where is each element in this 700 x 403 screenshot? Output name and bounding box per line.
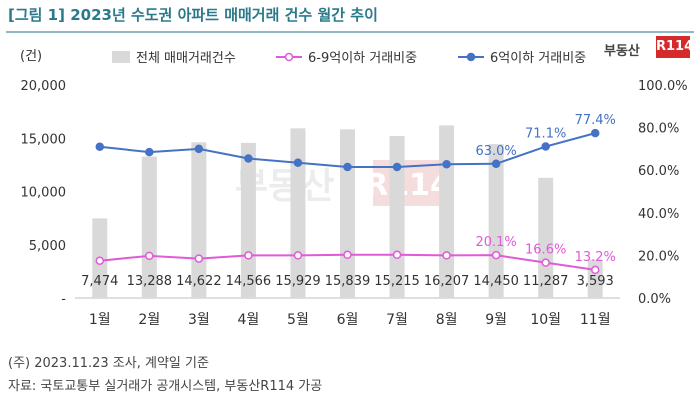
x-tick-label: 4월 bbox=[238, 312, 260, 328]
line-point bbox=[442, 159, 451, 169]
brand-logo: 부동산 R114 bbox=[604, 36, 693, 60]
chart-canvas: (건) - 5,000 10,000 15,000 20,000 0.0% 20.0% 40.0… bbox=[20, 49, 688, 328]
footnote: (주) 2023.11.23 조사, 계약일 기준 bbox=[8, 356, 209, 371]
legend-marker bbox=[284, 52, 294, 62]
bar-value-label: 3,593 bbox=[577, 274, 614, 289]
x-tick-label: 1월 bbox=[89, 312, 111, 328]
line-point bbox=[590, 265, 600, 275]
point-value-label: 63.0% bbox=[475, 144, 516, 159]
logo-text: 부동산 bbox=[604, 44, 640, 59]
legend-swatch bbox=[112, 51, 130, 63]
bar bbox=[538, 177, 554, 298]
bar bbox=[290, 128, 306, 298]
line-point bbox=[491, 159, 501, 169]
point-value-label: 20.1% bbox=[475, 235, 516, 250]
x-tick-label: 5월 bbox=[287, 312, 309, 328]
line-point bbox=[442, 251, 451, 260]
bar-value-label: 16,207 bbox=[424, 274, 470, 289]
left-tick-label: 20,000 bbox=[21, 79, 67, 94]
title-divider bbox=[6, 31, 694, 33]
line-point bbox=[145, 251, 154, 261]
bar bbox=[141, 156, 157, 298]
x-tick-label: 11월 bbox=[580, 312, 611, 328]
line-point bbox=[194, 144, 204, 154]
bar-value-label: 13,288 bbox=[127, 274, 173, 289]
x-tick-label: 10월 bbox=[530, 312, 561, 328]
legend-label: 전체 매매거래건수 bbox=[136, 51, 236, 66]
right-tick-label: 40.0% bbox=[638, 207, 679, 222]
line-point bbox=[392, 250, 402, 260]
right-tick-label: 80.0% bbox=[638, 122, 679, 137]
bar bbox=[488, 144, 504, 298]
x-tick-label: 3월 bbox=[188, 312, 210, 328]
legend-label: 6-9억이하 거래비중 bbox=[308, 51, 417, 66]
x-tick-label: 7월 bbox=[386, 312, 408, 328]
bar bbox=[240, 142, 256, 298]
legend-label: 6억이하 거래비중 bbox=[490, 51, 586, 66]
line-point bbox=[343, 162, 352, 172]
x-tick-label: 2월 bbox=[138, 312, 160, 328]
line-point bbox=[541, 142, 550, 151]
left-tick-label: 5,000 bbox=[29, 239, 66, 254]
x-tick-label: 6월 bbox=[337, 312, 359, 328]
line-point bbox=[145, 147, 154, 157]
line-point bbox=[194, 254, 204, 263]
bar-value-label: 15,839 bbox=[325, 274, 371, 289]
left-tick-label: 15,000 bbox=[21, 132, 67, 147]
line-point bbox=[95, 142, 105, 152]
bar-value-label: 11,287 bbox=[523, 274, 569, 289]
x-tick-label: 8월 bbox=[436, 312, 458, 328]
point-value-label: 13.2% bbox=[575, 250, 616, 265]
line-point bbox=[491, 250, 501, 260]
bar bbox=[439, 125, 455, 298]
line-point bbox=[293, 251, 303, 260]
left-tick-label: 10,000 bbox=[21, 186, 67, 201]
bar bbox=[389, 135, 405, 298]
bar-value-label: 14,566 bbox=[226, 274, 272, 289]
line-point bbox=[541, 258, 550, 267]
right-tick-label: 0.0% bbox=[638, 292, 671, 307]
point-value-label: 77.4% bbox=[575, 113, 616, 128]
bar-value-label: 14,450 bbox=[473, 274, 519, 289]
source-note: 자료: 국토교통부 실거래가 공개시스템, 부동산R114 가공 bbox=[8, 379, 323, 394]
legend-marker bbox=[466, 52, 476, 62]
bar-value-label: 14,622 bbox=[176, 274, 222, 289]
right-tick-label: 60.0% bbox=[638, 164, 679, 179]
line-point bbox=[244, 251, 253, 260]
chart-title: [그림 1] 2023년 수도권 아파트 매매거래 건수 월간 추이 bbox=[8, 6, 378, 24]
point-value-label: 16.6% bbox=[525, 243, 566, 258]
bar-value-label: 7,474 bbox=[81, 274, 118, 289]
x-tick-label: 9월 bbox=[485, 312, 507, 328]
line-point bbox=[392, 162, 402, 172]
logo-badge: R114 bbox=[656, 36, 693, 58]
point-value-label: 71.1% bbox=[525, 127, 566, 142]
line-point bbox=[244, 154, 253, 163]
watermark-badge-text: R114 bbox=[365, 168, 451, 203]
line-point bbox=[343, 250, 352, 260]
line-point bbox=[95, 256, 105, 265]
left-tick-label: - bbox=[61, 292, 66, 307]
bar-value-label: 15,215 bbox=[374, 274, 420, 289]
right-tick-label: 20.0% bbox=[638, 249, 679, 264]
line-point bbox=[293, 158, 303, 167]
line-point bbox=[590, 128, 600, 138]
left-axis-unit: (건) bbox=[20, 49, 42, 64]
bar bbox=[340, 129, 355, 298]
bar-value-label: 15,929 bbox=[275, 274, 321, 289]
right-tick-label: 100.0% bbox=[638, 79, 688, 94]
